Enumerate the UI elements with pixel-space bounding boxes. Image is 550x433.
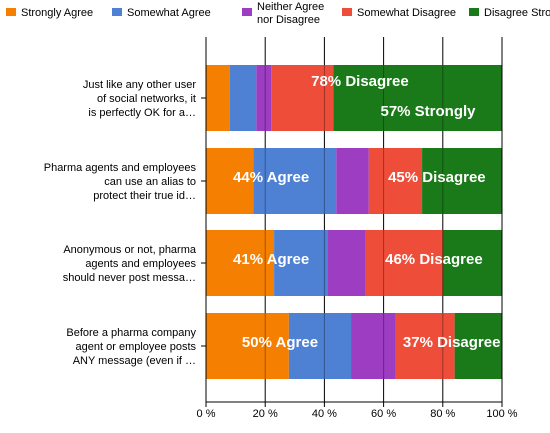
bar-segment <box>256 65 272 131</box>
bar-segment <box>206 65 230 131</box>
x-tick-label: 80 % <box>430 408 455 420</box>
bar-segment <box>206 313 289 379</box>
legend-label: Neither Agree nor Disagree <box>257 1 325 26</box>
category-label-line: agents and employees <box>85 258 196 270</box>
category-label: Just like any other user of social networ… <box>83 79 196 119</box>
legend-swatch <box>469 8 479 16</box>
legend-label: Somewhat Disagree <box>357 7 457 19</box>
category-label-line: Before a pharma company <box>66 327 196 339</box>
category-label: Pharma agents and employees can use an al… <box>44 162 197 202</box>
bar-segment <box>206 230 275 296</box>
x-tick-label: 60 % <box>371 408 396 420</box>
x-tick-label: 100 % <box>486 408 517 420</box>
bar-segment <box>365 230 443 296</box>
bar-segment <box>327 230 366 296</box>
legend-label: Disagree Strongly <box>484 7 550 19</box>
category-label-line: agent or employee posts <box>76 341 197 353</box>
category-label: Before a pharma company agent or employee… <box>66 327 196 367</box>
category-label-line: is perfectly OK for a… <box>88 107 196 119</box>
bar-segment <box>442 230 502 296</box>
bar-segment <box>336 148 369 214</box>
bar-segment <box>351 313 396 379</box>
category-label-line: Anonymous or not, pharma <box>63 244 197 256</box>
bar-segment <box>422 148 502 214</box>
bar-annotation: 41% Agree <box>233 251 309 268</box>
category-label: Anonymous or not, pharma agents and emplo… <box>63 244 197 284</box>
bar-segment <box>229 65 257 131</box>
bar-annotation: 46% Disagree <box>385 251 483 268</box>
x-tick-label: 20 % <box>253 408 278 420</box>
bar-segment <box>288 313 352 379</box>
bar-segment <box>271 65 334 131</box>
bar-segment <box>333 65 502 131</box>
legend-label: Somewhat Agree <box>127 7 211 19</box>
bar-annotation: 78% Disagree <box>311 73 409 90</box>
chart-legend: Strongly Agree Somewhat Agree Neither Agre… <box>6 1 550 32</box>
legend-swatch <box>242 8 252 16</box>
bar-segment <box>253 148 337 214</box>
category-label-line: Just like any other user <box>83 79 196 91</box>
category-label-line: can use an alias to <box>104 176 196 188</box>
bar-segment <box>368 148 423 214</box>
legend-label: Strongly Agree <box>21 7 94 19</box>
bar-segment <box>454 313 502 379</box>
bar-annotation: 44% Agree <box>233 169 309 186</box>
category-label-line: protect their true id… <box>93 190 196 202</box>
category-label-line: of social networks, it <box>97 93 196 105</box>
bar-segment <box>274 230 328 296</box>
bar-annotation: 45% Disagree <box>388 169 486 186</box>
bar-annotation: 37% Disagree <box>403 334 501 351</box>
bar-segment <box>206 148 254 214</box>
legend-swatch <box>112 8 122 16</box>
bar-segment <box>395 313 455 379</box>
category-label-line: ANY message (even if … <box>73 355 196 367</box>
x-tick-label: 0 % <box>197 408 216 420</box>
x-tick-label: 40 % <box>312 408 337 420</box>
bar-annotation: 50% Agree <box>242 334 318 351</box>
category-label-line: Pharma agents and employees <box>44 162 197 174</box>
legend-swatch <box>6 8 16 16</box>
bar-annotation: 57% Strongly <box>380 103 476 120</box>
category-label-line: should never post messa… <box>63 272 196 284</box>
legend-swatch <box>342 8 352 16</box>
